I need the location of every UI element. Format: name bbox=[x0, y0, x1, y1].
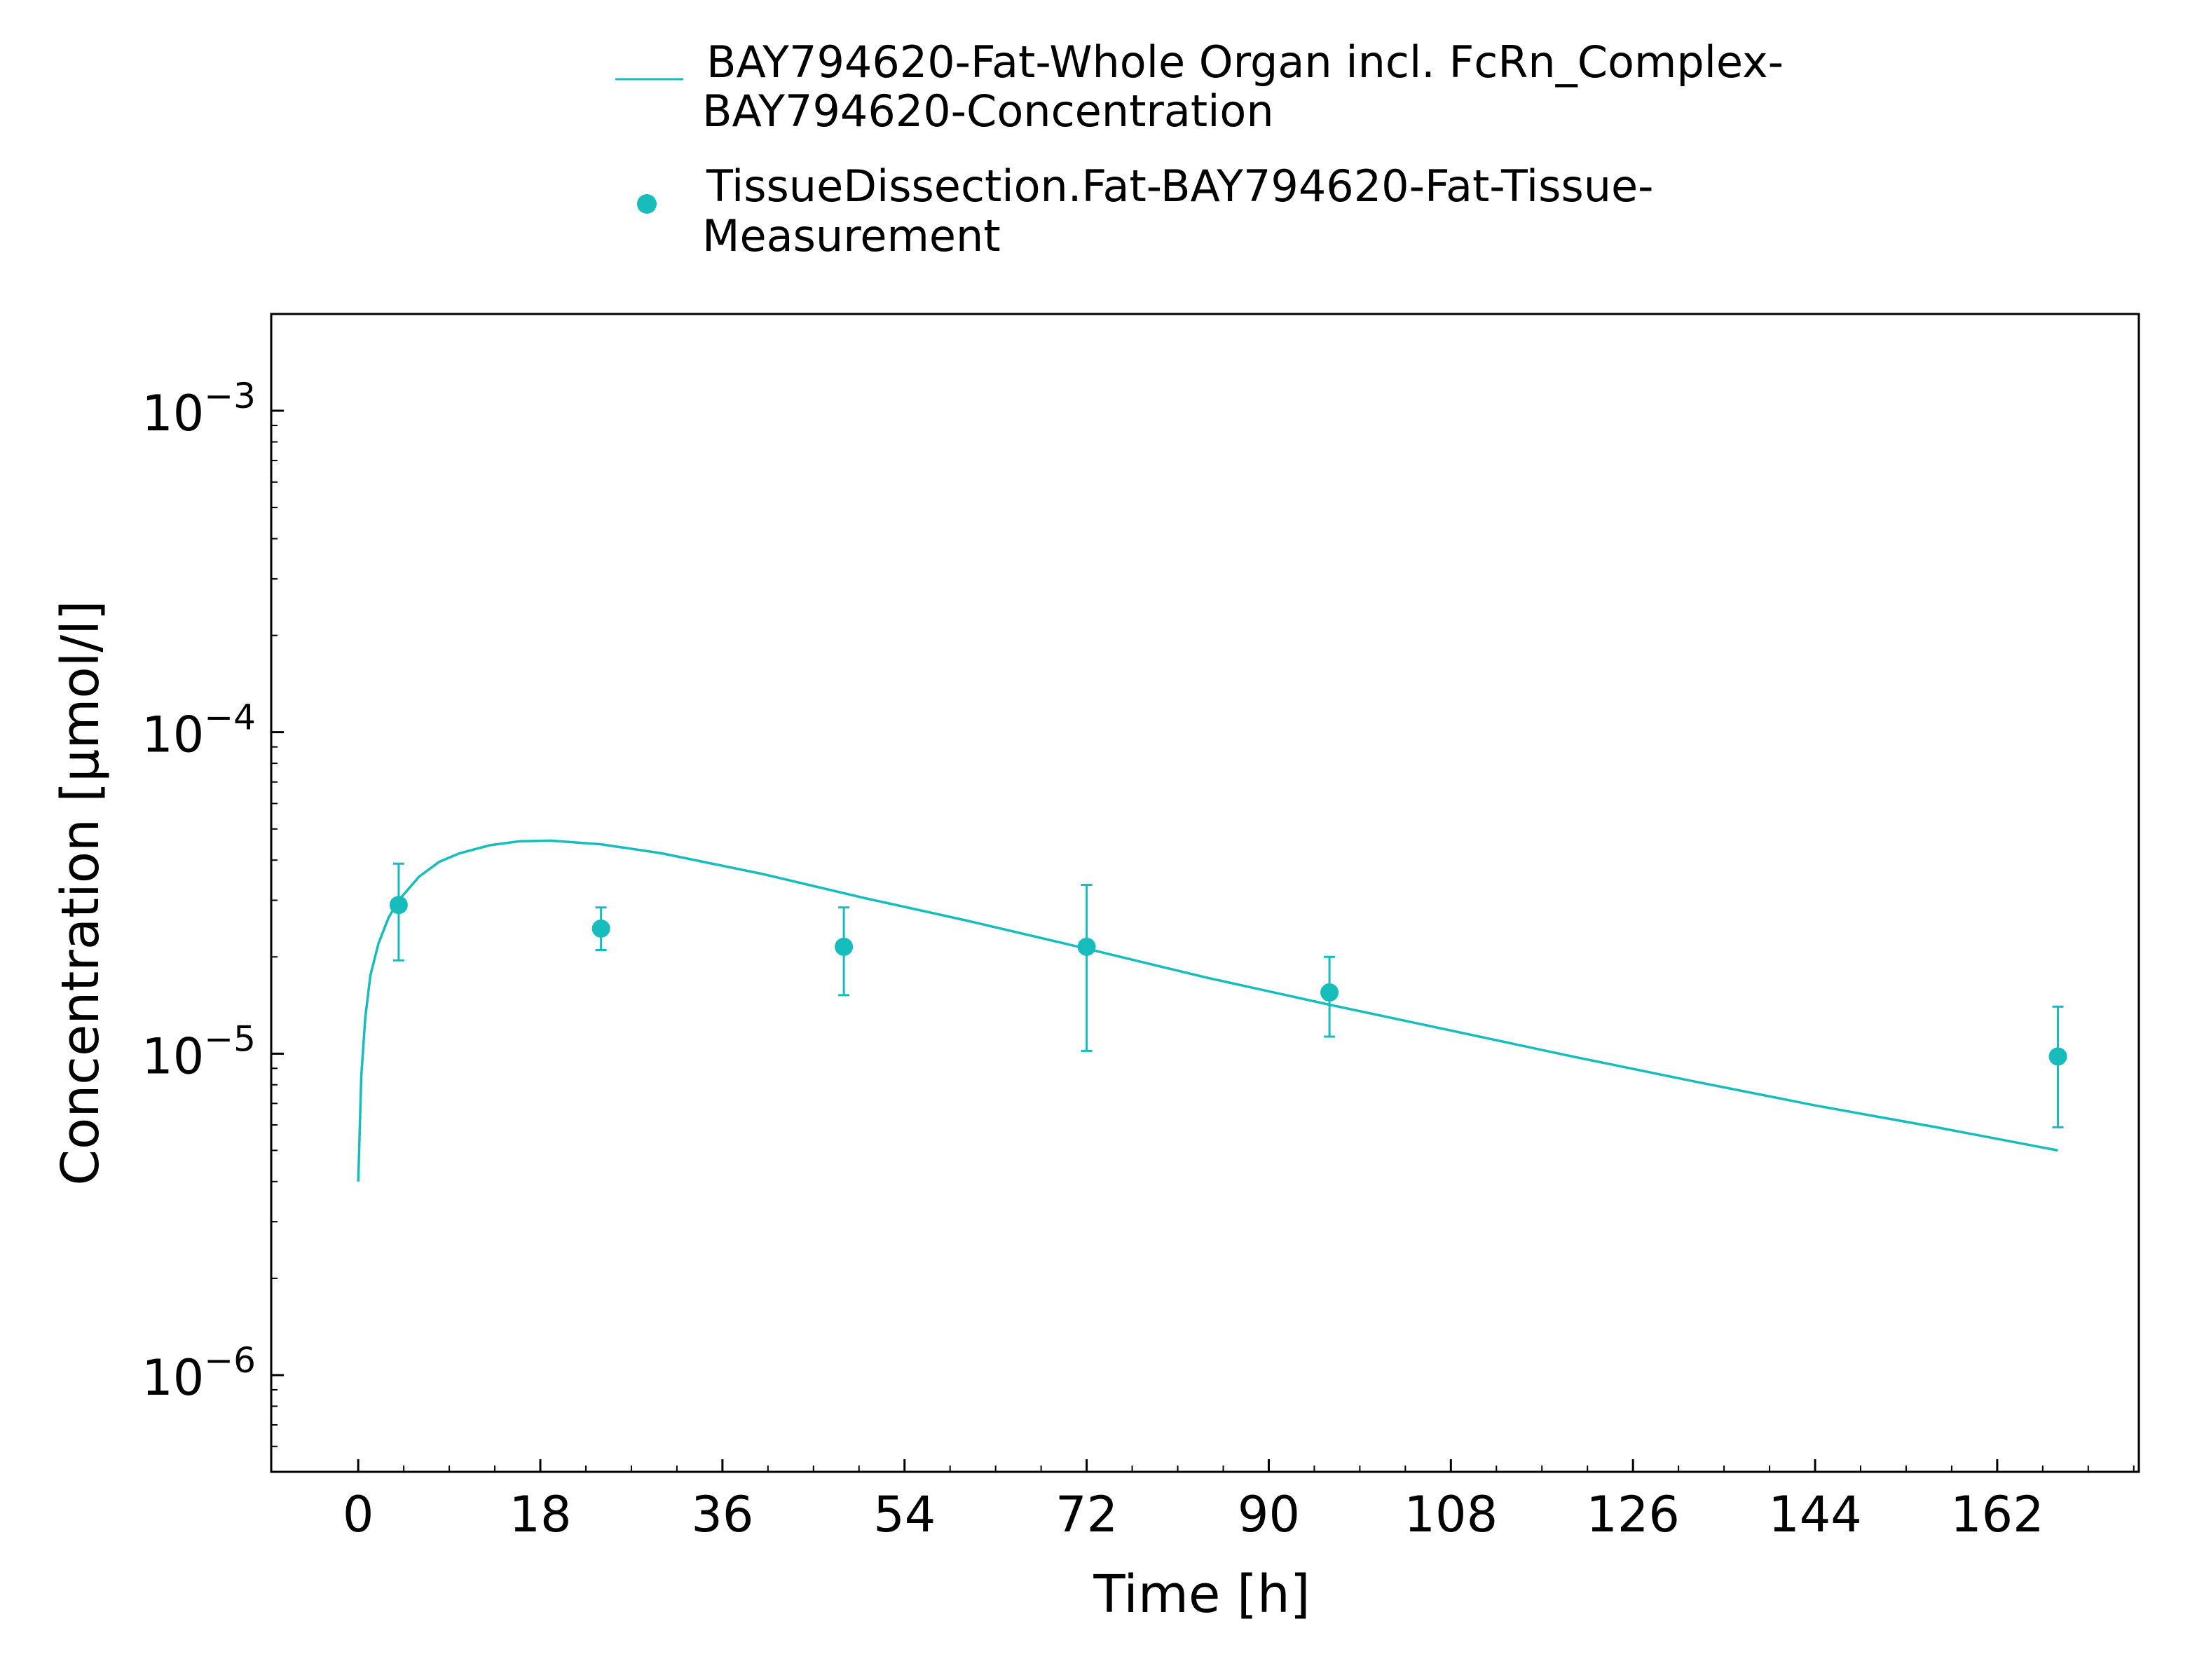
legend: BAY794620-Fat-Whole Organ incl. FcRn_Com… bbox=[615, 36, 1784, 261]
legend-marker-swatch bbox=[637, 194, 657, 214]
x-tick-label: 54 bbox=[873, 1486, 936, 1543]
y-tick-label: 10−6 bbox=[142, 1340, 256, 1407]
y-tick-label: 10−3 bbox=[142, 376, 256, 442]
x-tick-label: 0 bbox=[343, 1486, 374, 1543]
legend-line-label-2: BAY794620-Concentration bbox=[702, 86, 1274, 137]
x-tick-label: 72 bbox=[1055, 1486, 1118, 1543]
y-tick-label: 10−4 bbox=[142, 697, 256, 764]
legend-scatter-label-2: Measurement bbox=[702, 210, 1001, 261]
measurement-point bbox=[835, 937, 854, 956]
y-axis-title: Concentration [µmol/l] bbox=[50, 600, 111, 1185]
measurement-point bbox=[1320, 983, 1339, 1002]
x-tick-label: 90 bbox=[1238, 1486, 1300, 1543]
x-axis: 0 18 36 54 72 90 108 126 144 162 bbox=[343, 1459, 2135, 1543]
x-tick-label: 144 bbox=[1768, 1486, 1862, 1543]
x-tick-label: 162 bbox=[1950, 1486, 2044, 1543]
x-tick-label: 126 bbox=[1586, 1486, 1680, 1543]
x-axis-title: Time [h] bbox=[1093, 1564, 1310, 1625]
x-tick-label: 36 bbox=[691, 1486, 753, 1543]
legend-scatter-label-1: TissueDissection.Fat-BAY794620-Fat-Tissu… bbox=[706, 161, 1654, 212]
series-layer bbox=[357, 839, 2067, 1182]
measurement-point bbox=[1077, 937, 1096, 956]
y-tick-label: 10−5 bbox=[142, 1018, 256, 1085]
measurement-point bbox=[389, 896, 408, 915]
x-tick-label: 18 bbox=[509, 1486, 571, 1543]
plot-frame bbox=[270, 313, 2140, 1473]
x-tick-label: 108 bbox=[1404, 1486, 1498, 1543]
y-axis: 10−6 10−5 10−4 10−3 bbox=[142, 313, 284, 1473]
measurement-point bbox=[2048, 1047, 2067, 1066]
legend-line-label-1: BAY794620-Fat-Whole Organ incl. FcRn_Com… bbox=[706, 36, 1784, 88]
measurement-point bbox=[591, 919, 610, 938]
simulation-line bbox=[357, 839, 2058, 1182]
